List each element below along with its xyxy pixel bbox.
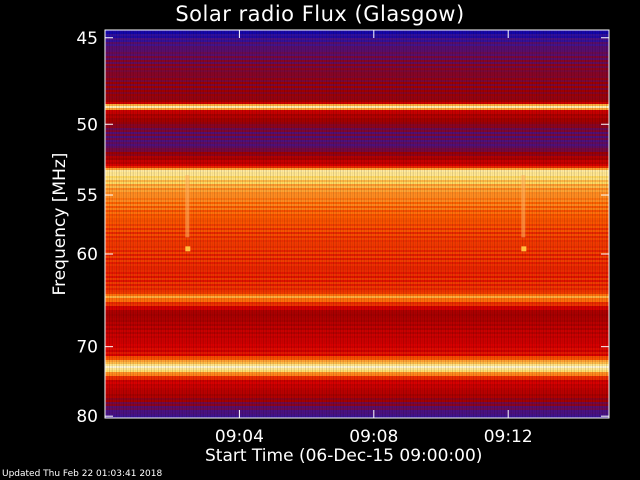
y-axis-label: Frequency [MHz] [50,152,70,296]
y-axis: 45 50 55 60 70 80 [76,29,609,427]
x-tick-label: 09:04 [215,427,264,447]
y-tick-label: 55 [76,186,98,206]
update-timestamp: Updated Thu Feb 22 01:03:41 2018 [2,469,163,479]
plot-frame [104,29,610,419]
x-tick-label: 09:08 [349,427,398,447]
interference-spike [185,175,190,238]
chart-title: Solar radio Flux (Glasgow) [175,2,465,26]
y-tick-label: 60 [76,245,98,265]
heatmap-texture [105,30,609,418]
x-axis-label: Start Time (06-Dec-15 09:00:00) [205,446,483,466]
y-tick-label: 70 [76,338,98,358]
interference-spike [521,175,526,238]
y-tick-label: 45 [76,29,98,49]
y-tick-label: 80 [76,407,98,427]
interference-dot [185,246,191,252]
x-tick-label: 09:12 [484,427,533,447]
y-tick-label: 50 [76,115,98,135]
spectrogram-heatmap [105,30,609,418]
interference-dot [521,246,527,252]
x-axis: 09:04 09:08 09:12 [215,30,533,447]
